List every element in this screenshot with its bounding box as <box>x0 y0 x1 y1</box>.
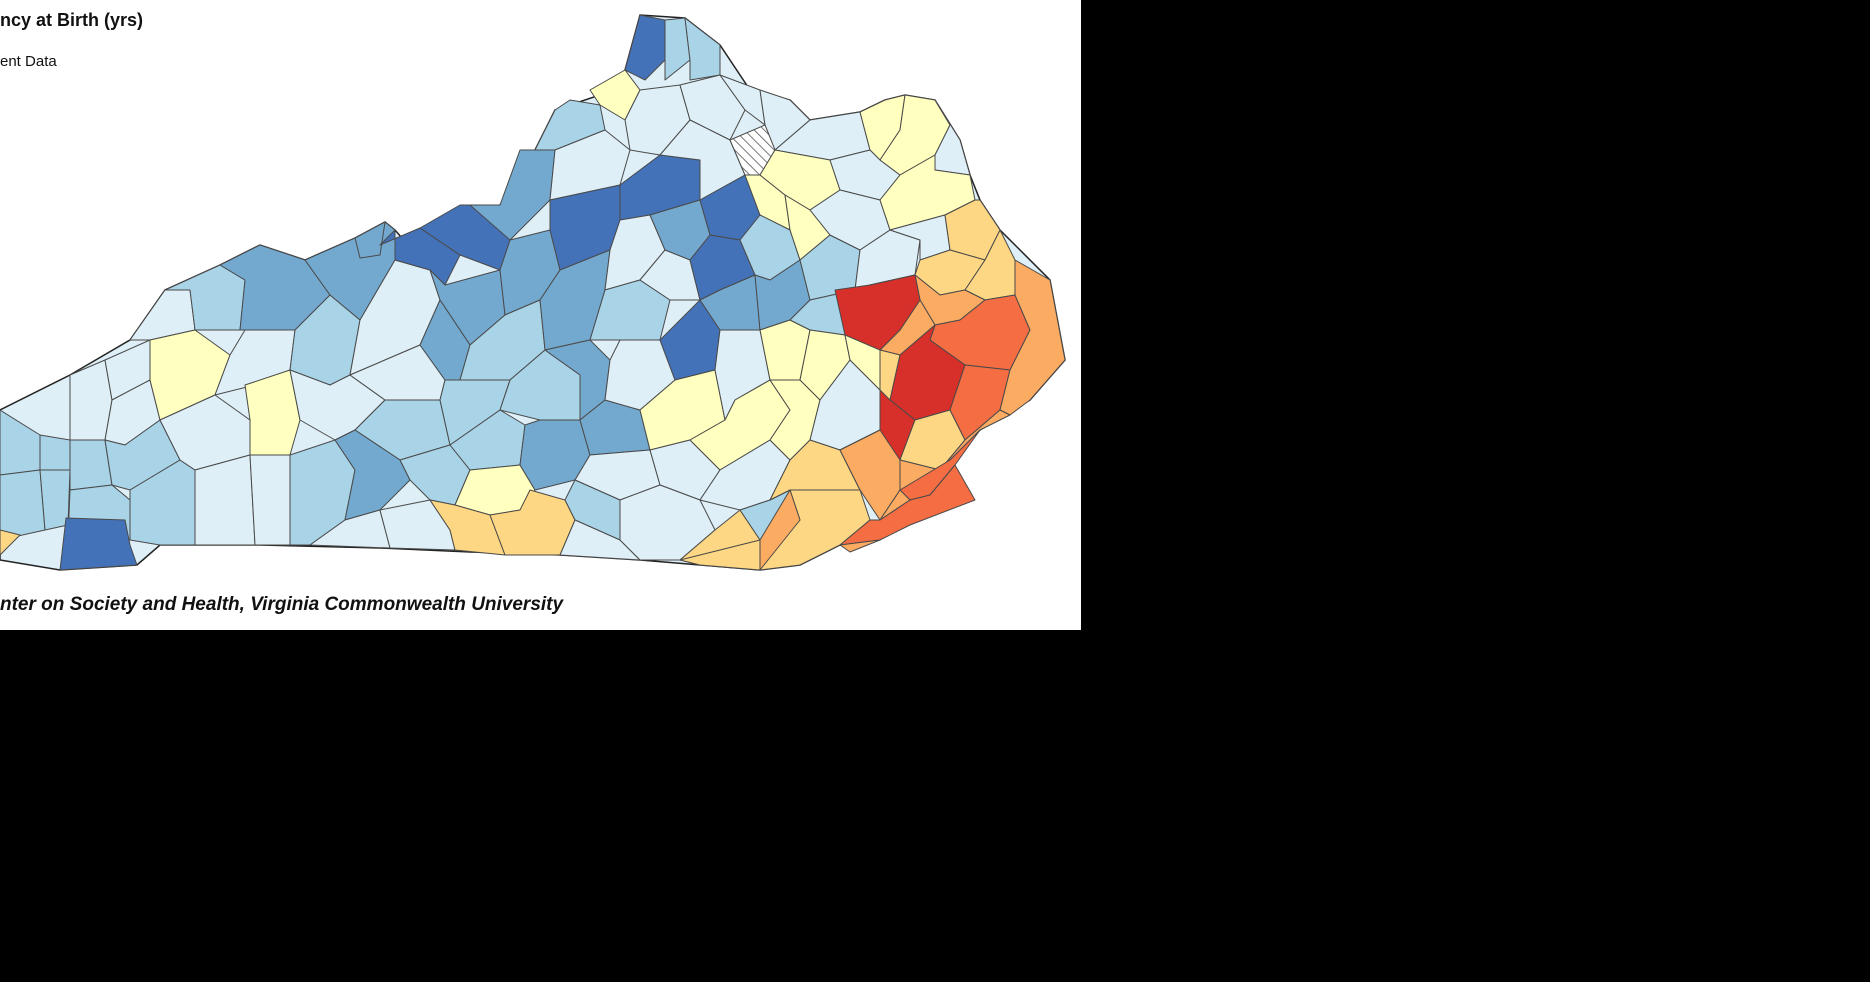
county <box>684 17 721 81</box>
county <box>839 539 881 553</box>
county <box>679 74 746 141</box>
county <box>679 539 761 571</box>
county <box>69 359 113 441</box>
county <box>249 454 291 546</box>
legend-insufficient-data-label: ent Data <box>0 53 57 70</box>
county <box>664 17 691 81</box>
county <box>549 129 631 201</box>
county <box>39 434 71 471</box>
source-credit: nter on Society and Health, Virginia Com… <box>0 594 564 615</box>
map-figure: ncy at Birth (yrs) ent Data nter on Soci… <box>0 0 1081 630</box>
county <box>59 517 138 571</box>
county <box>244 369 301 456</box>
legend-title: ncy at Birth (yrs) <box>0 10 144 30</box>
choropleth-map <box>0 14 1066 571</box>
county <box>354 221 386 259</box>
county <box>0 469 46 541</box>
county <box>0 529 21 556</box>
county <box>839 464 976 546</box>
county <box>194 454 256 546</box>
county <box>834 274 921 351</box>
